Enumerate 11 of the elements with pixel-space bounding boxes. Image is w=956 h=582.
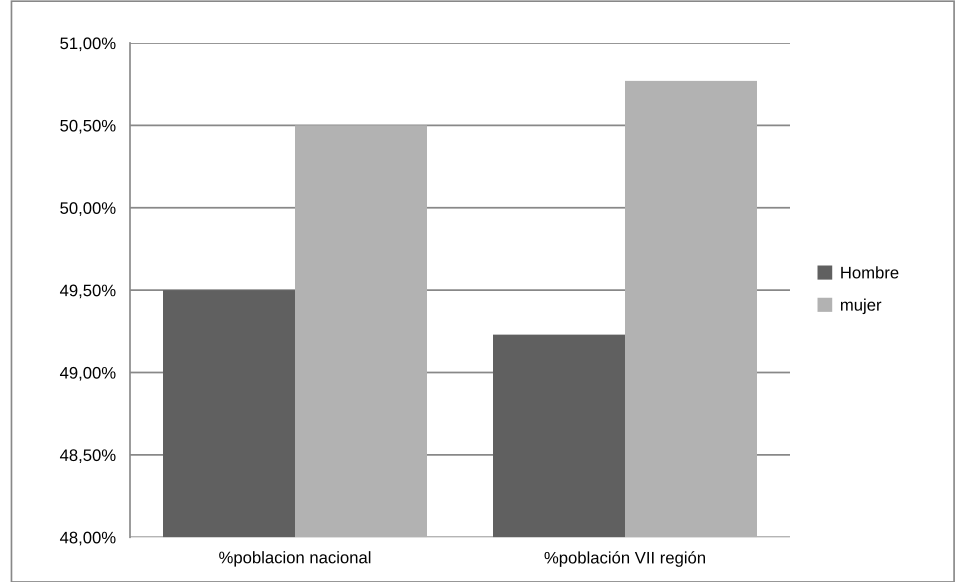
x-tick-label: %población VII región — [544, 551, 705, 567]
y-tick-label: 49,00% — [60, 366, 116, 381]
legend-label: mujer — [840, 298, 882, 314]
legend-label: Hombre — [841, 266, 898, 278]
x-tick-label: %poblacion nacional — [219, 551, 370, 567]
y-tick-label: 48,50% — [60, 449, 116, 464]
y-tick-label: 48,00% — [60, 532, 116, 546]
y-tick-label: 50,50% — [60, 120, 116, 134]
y-tick-label: 50,00% — [60, 202, 116, 216]
y-tick-label: 49,50% — [60, 284, 116, 298]
y-tick-label: 51,00% — [60, 37, 116, 52]
